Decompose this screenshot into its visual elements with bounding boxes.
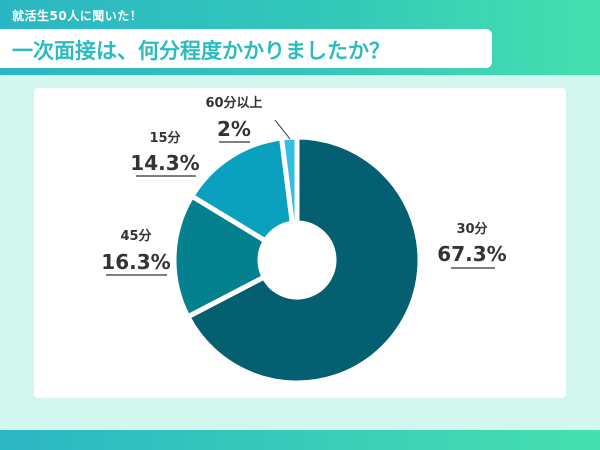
slice-label-1: 30分	[456, 221, 487, 237]
header-banner: 就活生50人に聞いた！ 一次面接は、何分程度かかりましたか？	[0, 0, 600, 75]
slice-value-3: 14.3%	[130, 151, 199, 175]
pie-slice-3	[189, 135, 295, 244]
slice-value-1: 67.3%	[437, 242, 506, 266]
slice-label-4: 60分以上	[205, 95, 262, 111]
page-title: 一次面接は、何分程度かかりましたか？	[12, 39, 390, 63]
footer-bar	[0, 430, 600, 450]
leader-line	[274, 119, 291, 140]
slice-label-3: 15分	[149, 130, 180, 146]
pie-slice-2	[171, 193, 268, 320]
pie-slice-4	[279, 134, 300, 226]
slice-label-2: 45分	[120, 228, 151, 244]
slice-value-2: 16.3%	[101, 250, 170, 274]
pie-slice-1	[185, 134, 423, 386]
title-box: 一次面接は、何分程度かかりましたか？	[0, 29, 492, 68]
slice-value-4: 2%	[217, 117, 251, 141]
survey-subtitle: 就活生50人に聞いた！	[12, 9, 143, 23]
